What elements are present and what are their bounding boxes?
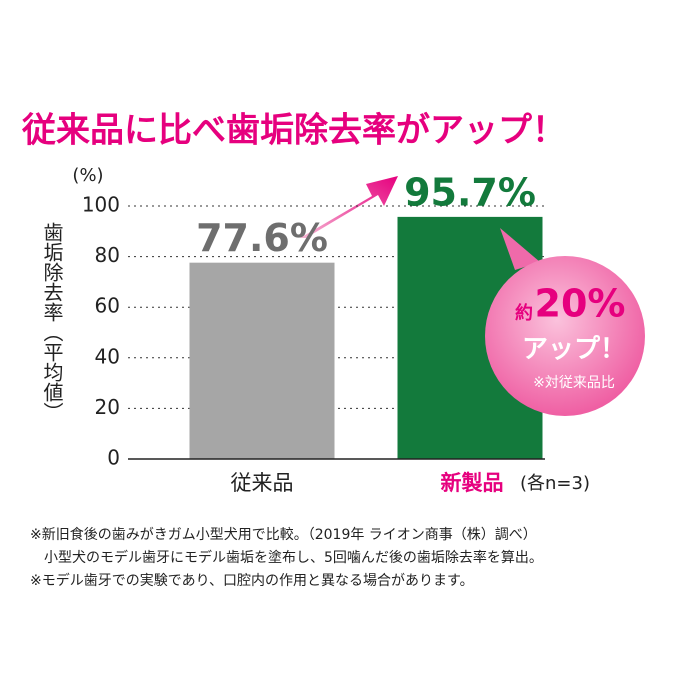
callout-figure: 20% bbox=[535, 282, 626, 326]
category-note: (各n=3) bbox=[520, 473, 590, 494]
y-tick-label: 100 bbox=[82, 193, 120, 217]
callout-text: アップ！ bbox=[522, 335, 626, 365]
y-axis-label: 歯垢除去率（平均値） bbox=[40, 222, 64, 422]
footnote: ※モデル歯牙での実験であり、口腔内の作用と異なる場合があります。 bbox=[30, 572, 474, 589]
callout-bubble bbox=[485, 256, 645, 416]
value-label: 77.6% bbox=[196, 216, 328, 260]
value-label: 95.7% bbox=[404, 170, 536, 214]
footnote: 小型犬のモデル歯牙にモデル歯垢を塗布し、5回噛んだ後の歯垢除去率を算出。 bbox=[44, 549, 543, 566]
chart-title: 従来品に比べ歯垢除去率がアップ！ bbox=[21, 111, 566, 151]
x-tick-label: 従来品 bbox=[231, 471, 294, 495]
bar bbox=[189, 262, 335, 459]
y-tick-label: 40 bbox=[95, 344, 120, 368]
y-tick-label: 20 bbox=[95, 395, 120, 419]
arrow bbox=[300, 176, 398, 238]
y-tick-label: 60 bbox=[95, 294, 120, 318]
callout-prefix: 約 bbox=[515, 302, 533, 324]
callout-note: ※対従来品比 bbox=[533, 375, 615, 391]
bubble-tail bbox=[500, 228, 540, 270]
footnote: ※新旧食後の歯みがきガム小型犬用で比較。（2019年 ライオン商事（株）調べ） bbox=[30, 526, 537, 543]
unit-label: (%) bbox=[72, 165, 103, 186]
x-tick-label: 新製品 bbox=[441, 471, 504, 495]
y-tick-label: 0 bbox=[107, 446, 120, 470]
y-tick-label: 80 bbox=[95, 243, 120, 267]
